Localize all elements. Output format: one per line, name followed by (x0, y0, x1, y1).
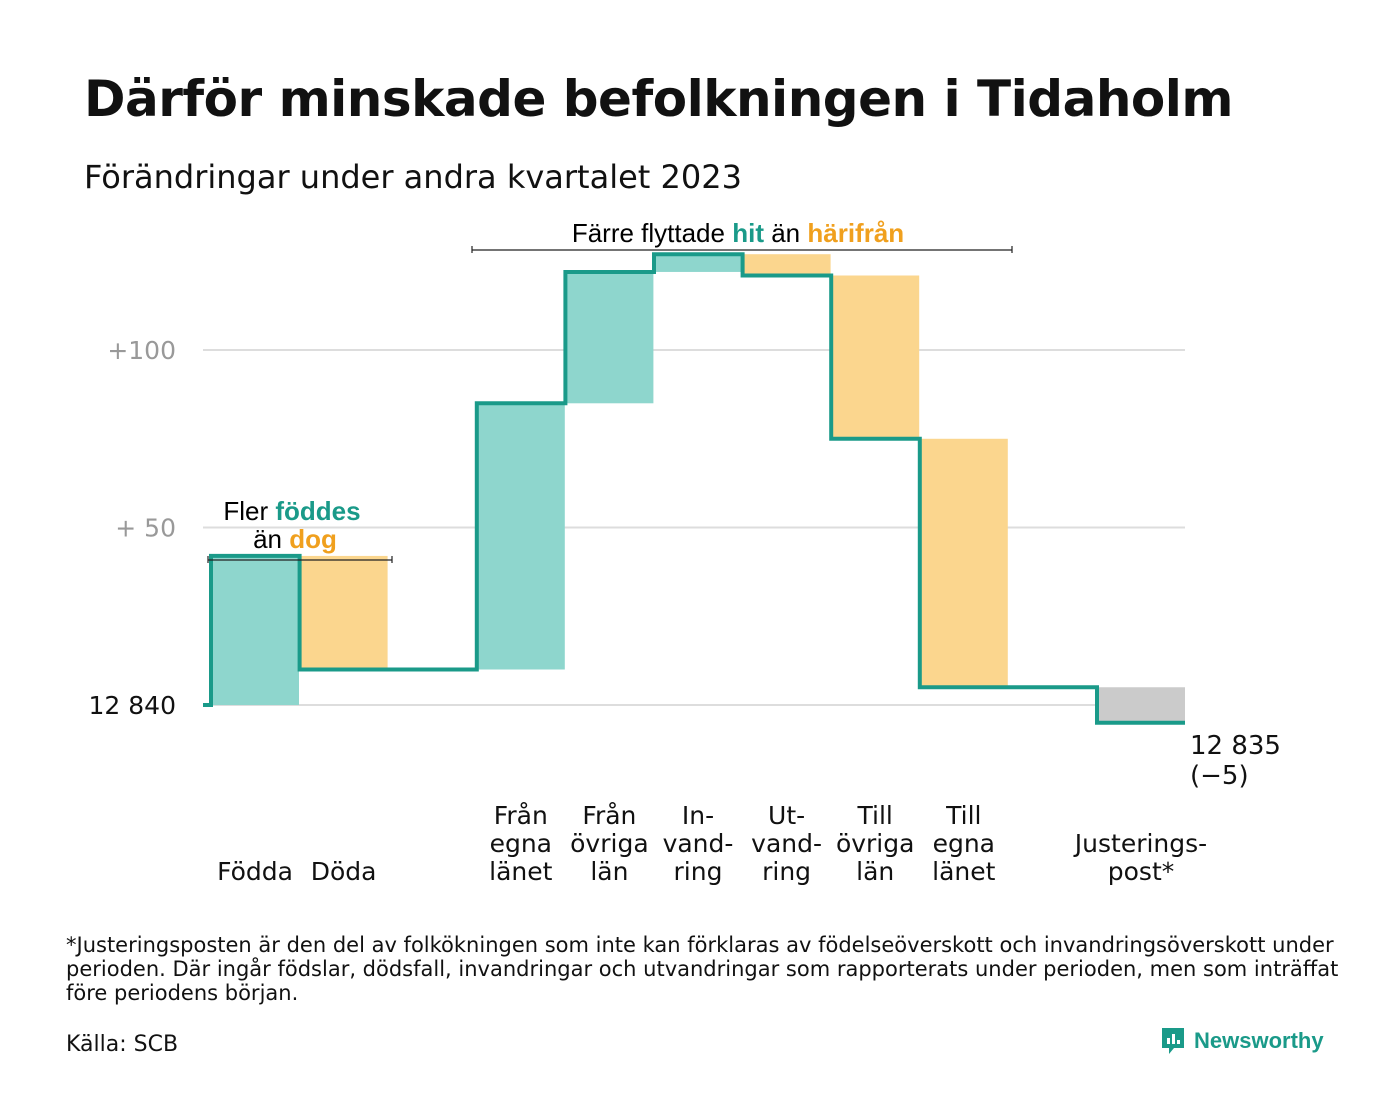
annotation-births-deaths: Fler föddes än dog (207, 496, 393, 563)
x-tick-label: vand- (663, 829, 734, 858)
y-tick-label: 12 840 (89, 691, 176, 720)
footnote: *Justeringsposten är den del av folkökni… (66, 933, 1339, 1005)
chart-subtitle: Förändringar under andra kvartalet 2023 (84, 158, 742, 196)
source-note: Källa: SCB (66, 1032, 179, 1057)
x-tick-label: Från (582, 801, 636, 830)
bar-decrease (742, 254, 831, 276)
x-tick-label: Ut- (768, 801, 805, 830)
svg-text:Fler föddes: Fler föddes (223, 496, 360, 526)
cumulative-step-line (203, 252, 1185, 725)
end-change-label: (−5) (1190, 761, 1249, 791)
svg-text:Färre flyttade hit än härifrån: Färre flyttade hit än härifrån (572, 218, 904, 248)
brand-name: Newsworthy (1194, 1028, 1324, 1053)
bar-increase (476, 403, 565, 670)
bar-increase (654, 254, 742, 272)
x-tick-label: länet (932, 857, 995, 886)
bar-adjustment (1097, 687, 1185, 723)
x-tick-label: ring (762, 857, 811, 886)
gridlines (203, 349, 1185, 707)
bars (211, 254, 1185, 723)
x-tick-label: post* (1108, 857, 1175, 886)
bar-increase (211, 555, 299, 706)
bar-decrease (919, 438, 1008, 688)
annotation-bracket (207, 556, 393, 563)
y-tick-label: +100 (107, 336, 176, 365)
annotation-text: än (764, 218, 807, 248)
x-axis-labels: Födda DödaFrånegnalänetFrånövrigalänIn-va… (217, 801, 1207, 886)
x-tick-label: Till (945, 801, 981, 830)
annotation-text: Färre flyttade (572, 218, 732, 248)
brand-logo: Newsworthy (1160, 1026, 1324, 1056)
x-tick-label: län (590, 857, 628, 886)
annotation-highlight-born: föddes (275, 496, 360, 526)
waterfall-chart: 12 840+100+ 50 Födda DödaFrånegnalänetFrå… (89, 218, 1281, 886)
x-tick-label: Till (857, 801, 893, 830)
x-tick-label: län (856, 857, 894, 886)
x-tick-label: vand- (751, 829, 822, 858)
newsworthy-logo-icon (1162, 1028, 1184, 1054)
annotation-highlight-here: hit (732, 218, 764, 248)
annotation-highlight-died: dog (289, 524, 337, 554)
x-tick-label: egna (933, 829, 995, 858)
y-tick-label: + 50 (115, 514, 176, 543)
x-tick-label: Från (494, 801, 548, 830)
chart-title: Därför minskade befolkningen i Tidaholm (84, 70, 1234, 128)
x-tick-label: In- (682, 801, 714, 830)
annotation-bracket (471, 246, 1013, 253)
annotation-highlight-from-here: härifrån (807, 218, 904, 248)
x-tick-label: Döda (311, 857, 377, 886)
bar-increase (565, 271, 654, 404)
annotation-migration: Färre flyttade hit än härifrån (471, 218, 1013, 253)
y-axis-labels: 12 840 +100 + 50 (89, 336, 176, 720)
bar-decrease (831, 275, 920, 439)
svg-text:än dog: än dog (253, 524, 337, 554)
x-tick-label: länet (489, 857, 552, 886)
x-tick-label: ring (674, 857, 723, 886)
end-value-label: 12 835 (1190, 731, 1281, 761)
x-tick-label: övriga (570, 829, 649, 858)
bar-decrease (299, 555, 388, 670)
x-tick-label: egna (490, 829, 552, 858)
annotation-text: Fler (223, 496, 275, 526)
x-tick-label: Födda (217, 857, 293, 886)
x-tick-label: Justerings- (1073, 829, 1207, 858)
x-tick-label: övriga (836, 829, 915, 858)
annotation-text: än (253, 524, 289, 554)
